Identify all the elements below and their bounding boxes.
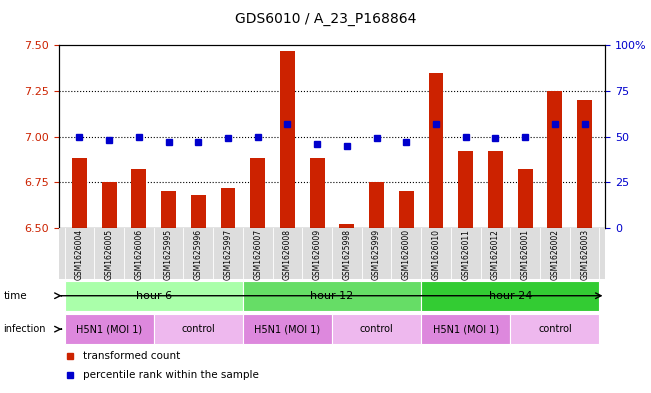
FancyBboxPatch shape [243, 281, 421, 311]
Bar [339, 224, 354, 228]
Text: GSM1626007: GSM1626007 [253, 229, 262, 280]
FancyBboxPatch shape [64, 314, 154, 344]
Text: GSM1626003: GSM1626003 [580, 229, 589, 280]
Text: percentile rank within the sample: percentile rank within the sample [83, 370, 259, 380]
Text: GSM1625995: GSM1625995 [164, 229, 173, 280]
Bar [280, 51, 295, 228]
FancyBboxPatch shape [421, 281, 600, 311]
FancyBboxPatch shape [510, 314, 600, 344]
Bar [191, 195, 206, 228]
Text: control: control [538, 324, 572, 334]
Bar [518, 169, 533, 228]
Bar [310, 158, 325, 228]
FancyBboxPatch shape [64, 281, 243, 311]
Bar [102, 182, 117, 228]
Bar [221, 188, 236, 228]
Bar [72, 158, 87, 228]
FancyBboxPatch shape [332, 314, 421, 344]
FancyBboxPatch shape [243, 314, 332, 344]
Bar [250, 158, 265, 228]
FancyBboxPatch shape [421, 314, 510, 344]
Text: GSM1626008: GSM1626008 [283, 229, 292, 280]
Text: hour 6: hour 6 [135, 291, 172, 301]
Text: H5N1 (MOI 1): H5N1 (MOI 1) [433, 324, 499, 334]
Text: GSM1626004: GSM1626004 [75, 229, 84, 280]
Text: GSM1625998: GSM1625998 [342, 229, 352, 280]
Text: GSM1626001: GSM1626001 [521, 229, 530, 280]
Bar [577, 100, 592, 228]
Text: H5N1 (MOI 1): H5N1 (MOI 1) [76, 324, 142, 334]
Text: hour 24: hour 24 [489, 291, 532, 301]
Text: GSM1626011: GSM1626011 [462, 229, 470, 280]
Text: H5N1 (MOI 1): H5N1 (MOI 1) [255, 324, 320, 334]
Text: control: control [360, 324, 393, 334]
Text: GSM1625999: GSM1625999 [372, 229, 381, 280]
Bar [399, 191, 414, 228]
Text: GSM1626006: GSM1626006 [134, 229, 143, 280]
Text: GSM1626012: GSM1626012 [491, 229, 500, 280]
Text: GSM1626010: GSM1626010 [432, 229, 441, 280]
Text: hour 12: hour 12 [311, 291, 353, 301]
Text: transformed count: transformed count [83, 351, 180, 361]
Text: GSM1626009: GSM1626009 [312, 229, 322, 280]
Text: GDS6010 / A_23_P168864: GDS6010 / A_23_P168864 [235, 12, 416, 26]
Bar [547, 91, 562, 228]
Bar [428, 73, 443, 228]
Text: time: time [3, 291, 27, 301]
Text: GSM1625996: GSM1625996 [194, 229, 202, 280]
Bar [132, 169, 146, 228]
Text: infection: infection [3, 324, 46, 334]
Text: GSM1626000: GSM1626000 [402, 229, 411, 280]
FancyBboxPatch shape [154, 314, 243, 344]
Text: control: control [182, 324, 215, 334]
Bar [369, 182, 384, 228]
Bar [161, 191, 176, 228]
Text: GSM1625997: GSM1625997 [223, 229, 232, 280]
Text: GSM1626002: GSM1626002 [550, 229, 559, 280]
Bar [488, 151, 503, 228]
Bar [458, 151, 473, 228]
Text: GSM1626005: GSM1626005 [105, 229, 114, 280]
